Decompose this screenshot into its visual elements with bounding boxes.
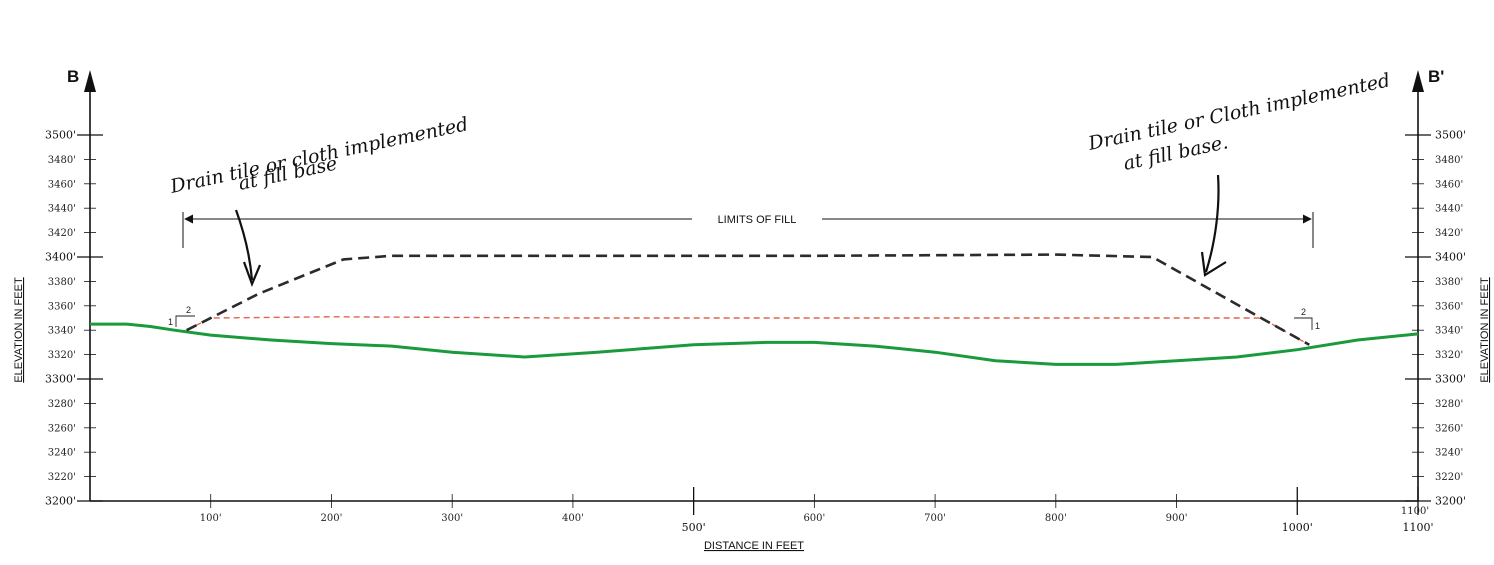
y-tick-label-left: 3240'	[48, 448, 76, 459]
section-label-right: B'	[1428, 67, 1444, 86]
annotation-left: Drain tile or cloth implemented at fill …	[167, 113, 470, 288]
y-tick-label-right: 3240'	[1435, 448, 1463, 459]
annotation-right-arrowhead	[1200, 251, 1227, 277]
y-tick-label-left: 3320'	[48, 350, 76, 361]
slope-bracket-right	[1294, 317, 1313, 330]
y-tick-label-left: 3200'	[45, 495, 76, 508]
existing-ground-profile	[90, 322, 1419, 366]
slope-bracket-left	[175, 315, 195, 327]
slope-right-rise: 1	[1315, 321, 1320, 331]
y-tick-label-left: 3280'	[48, 399, 76, 410]
y-tick-label-left: 3220'	[48, 472, 76, 483]
section-label-left: B	[67, 67, 79, 86]
y-tick-label-right: 3200'	[1435, 495, 1466, 508]
xlabel: DISTANCE IN FEET	[704, 540, 804, 552]
x-tick-label-major: 500'	[682, 521, 706, 534]
y-tick-label-left: 3460'	[48, 179, 76, 190]
y-tick-label-right: 3420'	[1435, 228, 1463, 239]
slope-left-run: 2	[186, 305, 191, 315]
y-tick-label-right: 3500'	[1435, 129, 1466, 142]
x-tick-label: 100'	[200, 513, 222, 524]
ylabel-left: ELEVATION IN FEET	[13, 277, 25, 383]
y-tick-label-left: 3500'	[45, 129, 76, 142]
y-tick-label-left: 3440'	[48, 204, 76, 215]
y-tick-label-left: 3360'	[48, 301, 76, 312]
y-tick-label-right: 3360'	[1435, 301, 1463, 312]
limits-of-fill-label: LIMITS OF FILL	[718, 214, 797, 226]
x-tick-label: 900'	[1166, 513, 1188, 524]
fill-base-profile	[186, 316, 1310, 346]
y-tick-label-right: 3480'	[1435, 155, 1463, 166]
x-tick-label: 800'	[1045, 513, 1067, 524]
annotation-right-arrow	[1204, 174, 1220, 273]
y-ticks-right: 3500' 3480' 3460' 3440' 3420' 3400' 3380' 3360'…	[1405, 129, 1466, 508]
x-tick-label: 300'	[441, 513, 463, 524]
x-tick-label-major: 1100'	[1402, 521, 1433, 534]
y-tick-label-right: 3320'	[1435, 350, 1463, 361]
y-tick-label-left: 3480'	[48, 155, 76, 166]
left-axis-arrow	[84, 70, 96, 92]
x-ticks: 100' 200' 300' 400' 600' 700' 800' 900' 1100' 500…	[200, 487, 1434, 534]
y-tick-label-left: 3340'	[48, 326, 76, 337]
x-tick-label: 700'	[924, 513, 946, 524]
y-tick-label-right: 3460'	[1435, 179, 1463, 190]
y-tick-label-left: 3420'	[48, 228, 76, 239]
x-tick-label-major: 1000'	[1282, 521, 1313, 534]
annotation-left-arrow	[234, 209, 254, 281]
x-tick-label: 400'	[562, 513, 584, 524]
y-tick-label-left: 3400'	[45, 251, 76, 264]
y-ticks-left: 3500' 3480' 3460' 3440' 3420' 3400' 3380' 3360'…	[45, 129, 103, 508]
y-tick-label-right: 3400'	[1435, 251, 1466, 264]
limits-of-fill: LIMITS OF FILL	[182, 212, 1314, 248]
x-tick-label: 200'	[321, 513, 343, 524]
y-tick-label-right: 3300'	[1435, 373, 1466, 386]
y-tick-label-right: 3380'	[1435, 277, 1463, 288]
y-tick-label-left: 3300'	[45, 373, 76, 386]
slope-indicator-left: 2 1	[168, 305, 195, 327]
annotation-left-arrowhead	[242, 261, 262, 288]
y-tick-label-left: 3260'	[48, 423, 76, 434]
y-tick-label-right: 3220'	[1435, 472, 1463, 483]
right-axis-arrow	[1412, 70, 1424, 92]
slope-indicator-right: 2 1	[1294, 307, 1320, 331]
x-tick-label: 1100'	[1401, 506, 1429, 517]
y-tick-label-right: 3440'	[1435, 204, 1463, 215]
x-tick-label: 600'	[803, 513, 825, 524]
ylabel-right: ELEVATION IN FEET	[1479, 277, 1491, 383]
y-tick-label-right: 3280'	[1435, 399, 1463, 410]
annotation-right: Drain tile or Cloth implemented at fill …	[1085, 69, 1392, 277]
slope-left-rise: 1	[168, 317, 173, 327]
y-tick-label-left: 3380'	[48, 277, 76, 288]
annotation-right-line1: Drain tile or Cloth implemented	[1085, 69, 1392, 155]
slope-right-run: 2	[1301, 307, 1306, 317]
y-tick-label-right: 3260'	[1435, 423, 1463, 434]
fill-top-profile	[186, 253, 1310, 346]
y-tick-label-right: 3340'	[1435, 326, 1463, 337]
